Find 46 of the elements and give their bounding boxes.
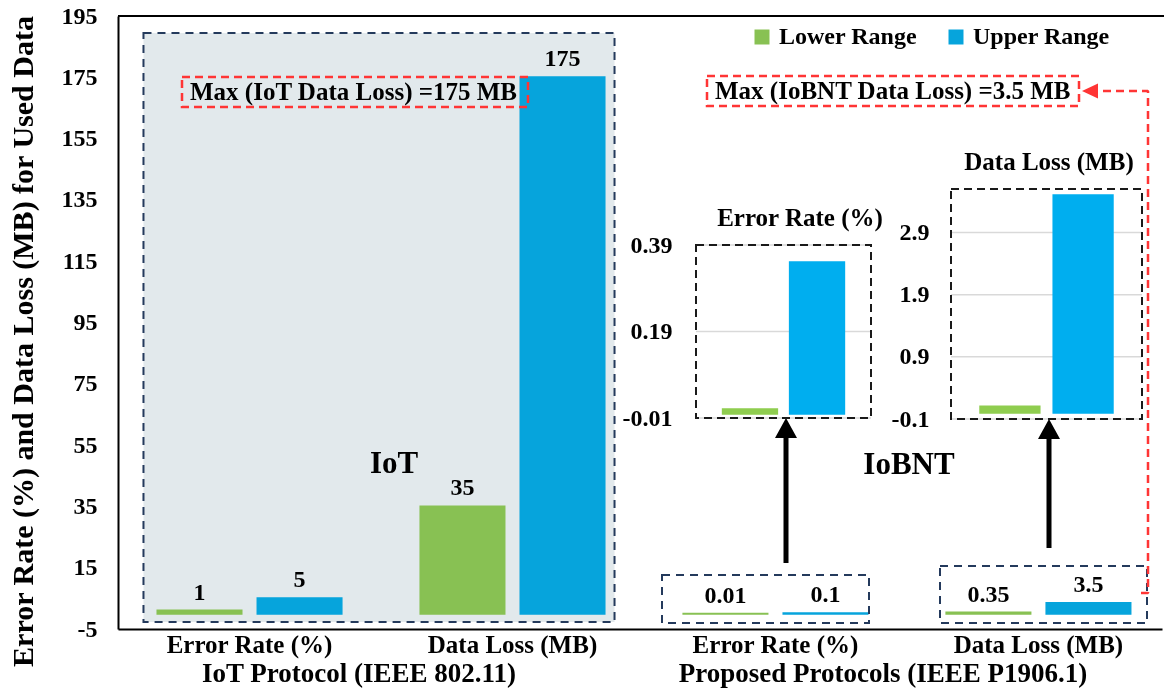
- annotation: IoBNT: [863, 446, 955, 481]
- data-label: 3.5: [1073, 570, 1104, 597]
- y-tick-label: 55: [73, 431, 98, 458]
- y-tick-label: 15: [73, 554, 98, 581]
- text: IoT Protocol (IEEE 802.11): [201, 658, 517, 688]
- y-tick-label: 115: [62, 247, 98, 274]
- y-tick-label: 2.9: [899, 219, 930, 246]
- y-tick-label: -0.01: [622, 404, 673, 431]
- chart-title: Data Loss (MB): [964, 148, 1134, 176]
- annotation: Max (IoBNT Data Loss) =3.5 MB: [715, 77, 1071, 105]
- y-axis-title: Error Rate (%) and Data Loss (MB) for Used Data: [5, 16, 40, 667]
- y-tick-label: 195: [61, 2, 98, 29]
- data-label: 0.1: [810, 581, 841, 608]
- bar: [256, 597, 343, 615]
- y-tick-label: 175: [61, 63, 98, 90]
- x-tick-label: Data Loss (MB): [427, 630, 598, 659]
- data-label: 35: [450, 474, 475, 501]
- y-tick-label: 0.19: [630, 318, 673, 344]
- legend-label: Upper Range: [973, 23, 1110, 49]
- data-label: 1: [193, 578, 206, 605]
- y-tick-label: 0.9: [899, 343, 930, 370]
- y-tick-label: 0.39: [630, 231, 673, 258]
- legend-label: Lower Range: [779, 23, 917, 49]
- x-tick-label: Error Rate (%): [692, 630, 859, 659]
- data-label: 175: [544, 45, 581, 72]
- bar: [156, 609, 243, 615]
- y-tick-label: 75: [73, 370, 98, 397]
- y-tick-label: 35: [73, 492, 98, 519]
- y-tick-label: -0.1: [891, 405, 930, 432]
- bar: [1045, 601, 1132, 615]
- bar: [419, 505, 506, 615]
- data-label: 5: [293, 566, 306, 593]
- y-tick-label: 135: [61, 186, 98, 213]
- y-tick-label: 95: [73, 309, 98, 335]
- bar: [519, 76, 606, 615]
- y-tick-label: 1.9: [899, 281, 930, 308]
- y-tick-label: 155: [61, 125, 98, 152]
- chart-title: Error Rate (%): [717, 204, 883, 232]
- text: Proposed Protocols (IEEE P1906.1): [678, 658, 1088, 688]
- data-label: 0.01: [704, 581, 747, 608]
- data-label: 0.35: [967, 580, 1010, 607]
- annotation: IoT: [369, 445, 419, 480]
- x-tick-label: Data Loss (MB): [953, 630, 1124, 659]
- y-tick-label: -5: [77, 615, 98, 642]
- x-tick-label: Error Rate (%): [166, 630, 333, 659]
- annotation: Max (IoT Data Loss) =175 MB: [190, 78, 517, 106]
